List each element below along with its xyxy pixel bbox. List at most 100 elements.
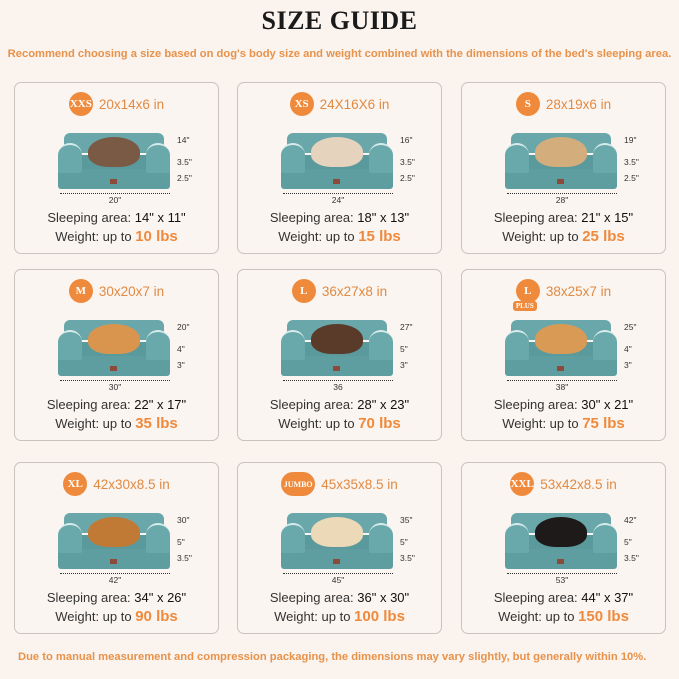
card-header: XXL 53x42x8.5 in [462,472,665,496]
weight: Weight: up to 15 lbs [238,228,441,245]
weight: Weight: up to 100 lbs [238,608,441,625]
pet-image [88,324,140,354]
bed-bolster-right [369,523,393,553]
bed-image [58,513,170,569]
weight-value: 75 lbs [582,415,625,432]
bed-base [58,167,170,189]
sleeping-area: Sleeping area: 14" x 11" [15,210,218,225]
sleeping-area-label: Sleeping area: [46,590,135,605]
weight-value: 100 lbs [354,608,405,625]
footer-note: Due to manual measurement and compressio… [18,651,647,663]
size-card-jumbo: JUMBO 45x35x8.5 in 35" 5" 3.5" 45" Sleep… [237,462,442,634]
size-label: M [75,285,87,297]
weight: Weight: up to 75 lbs [462,415,665,432]
base-height-label: 3" [177,360,185,370]
size-badge: XXS [68,92,93,116]
width-label: 45" [331,575,345,585]
width-label: 42" [108,575,122,585]
base-height-label: 2.5" [624,173,639,183]
sleeping-area-label: Sleeping area: [269,590,358,605]
card-header: XS 24X16X6 in [238,92,441,116]
size-badge: L PLUS [512,279,540,311]
size-label: XL [67,478,83,490]
pet-image [311,517,363,547]
pet-image [311,324,363,354]
width-label: 36 [333,382,343,392]
width-label: 30" [108,382,122,392]
size-card-m: M 30x20x7 in 20" 4" 3" 30" Sleeping area… [14,269,219,441]
card-header: M 30x20x7 in [15,279,218,303]
width-line [283,193,393,194]
width-line [507,193,617,194]
weight-value: 10 lbs [135,228,178,245]
bed-base [505,547,617,569]
bed-image [505,320,617,376]
bed-bolster-right [146,143,170,173]
weight: Weight: up to 10 lbs [15,228,218,245]
size-badge: XS [289,92,314,116]
brand-tag [557,366,564,371]
pet-image [311,137,363,167]
base-height-label: 3.5" [400,553,415,563]
width-line [507,573,617,574]
sleeping-area-value: 44" x 37" [581,590,634,605]
width-label: 24" [331,195,345,205]
bolster-height-label: 5" [400,537,408,547]
size-card-s: S 28x19x6 in 19" 3.5" 2.5" 28" Sleeping … [461,82,666,254]
weight: Weight: up to 150 lbs [462,608,665,625]
pet-image [535,324,587,354]
base-height-label: 3" [624,360,632,370]
bed-image [505,133,617,189]
bed-bolster-right [593,330,617,360]
size-card-xxs: XXS 20x14x6 in 14" 3.5" 2.5" 20" Sleepin… [14,82,219,254]
sleeping-area-value: 21" x 15" [581,210,634,225]
page-title: SIZE GUIDE [261,6,418,35]
depth-label: 14" [177,135,190,145]
sleeping-area: Sleeping area: 22" x 17" [15,397,218,412]
base-height-label: 2.5" [177,173,192,183]
sleeping-area-value: 28" x 23" [357,397,410,412]
bed-bolster-left [505,330,529,360]
brand-tag [333,179,340,184]
sleeping-area: Sleeping area: 44" x 37" [462,590,665,605]
size-badge: S [515,92,540,116]
bed-dimensions: 53x42x8.5 in [540,476,617,492]
bed-bolster-left [58,330,82,360]
brand-tag [110,559,117,564]
bed-bolster-left [281,523,305,553]
sleeping-area-label: Sleeping area: [269,397,358,412]
bed-dimensions: 42x30x8.5 in [93,476,170,492]
bolster-height-label: 4" [177,344,185,354]
bolster-height-label: 4" [624,344,632,354]
sleeping-area-label: Sleeping area: [493,397,582,412]
bed-bolster-right [369,143,393,173]
bed-bolster-left [281,143,305,173]
bed-base [58,547,170,569]
weight: Weight: up to 25 lbs [462,228,665,245]
bed-dimensions: 36x27x8 in [321,283,388,299]
subtitle: Recommend choosing a size based on dog's… [7,48,672,60]
weight-label: Weight: up to [502,416,583,431]
bolster-height-label: 5" [400,344,408,354]
weight-label: Weight: up to [274,609,355,624]
base-height-label: 3.5" [177,553,192,563]
brand-tag [333,366,340,371]
bed-bolster-right [593,143,617,173]
card-header: XL 42x30x8.5 in [15,472,218,496]
pet-image [88,517,140,547]
brand-tag [110,366,117,371]
base-height-label: 3.5" [624,553,639,563]
bed-dimensions: 38x25x7 in [545,283,612,299]
size-card-xs: XS 24X16X6 in 16" 3.5" 2.5" 24" Sleeping… [237,82,442,254]
size-card-l-plus: L PLUS 38x25x7 in 25" 4" 3" 38" Sleeping … [461,269,666,441]
bed-dimensions: 45x35x8.5 in [321,476,398,492]
width-label: 20" [108,195,122,205]
sleeping-area-label: Sleeping area: [493,590,582,605]
bed-base [281,547,393,569]
weight-label: Weight: up to [498,609,579,624]
bed-base [281,354,393,376]
bed-dimensions: 24X16X6 in [319,96,390,112]
sleeping-area-value: 22" x 17" [134,397,187,412]
card-header: L PLUS 38x25x7 in [462,279,665,311]
pet-image [88,137,140,167]
